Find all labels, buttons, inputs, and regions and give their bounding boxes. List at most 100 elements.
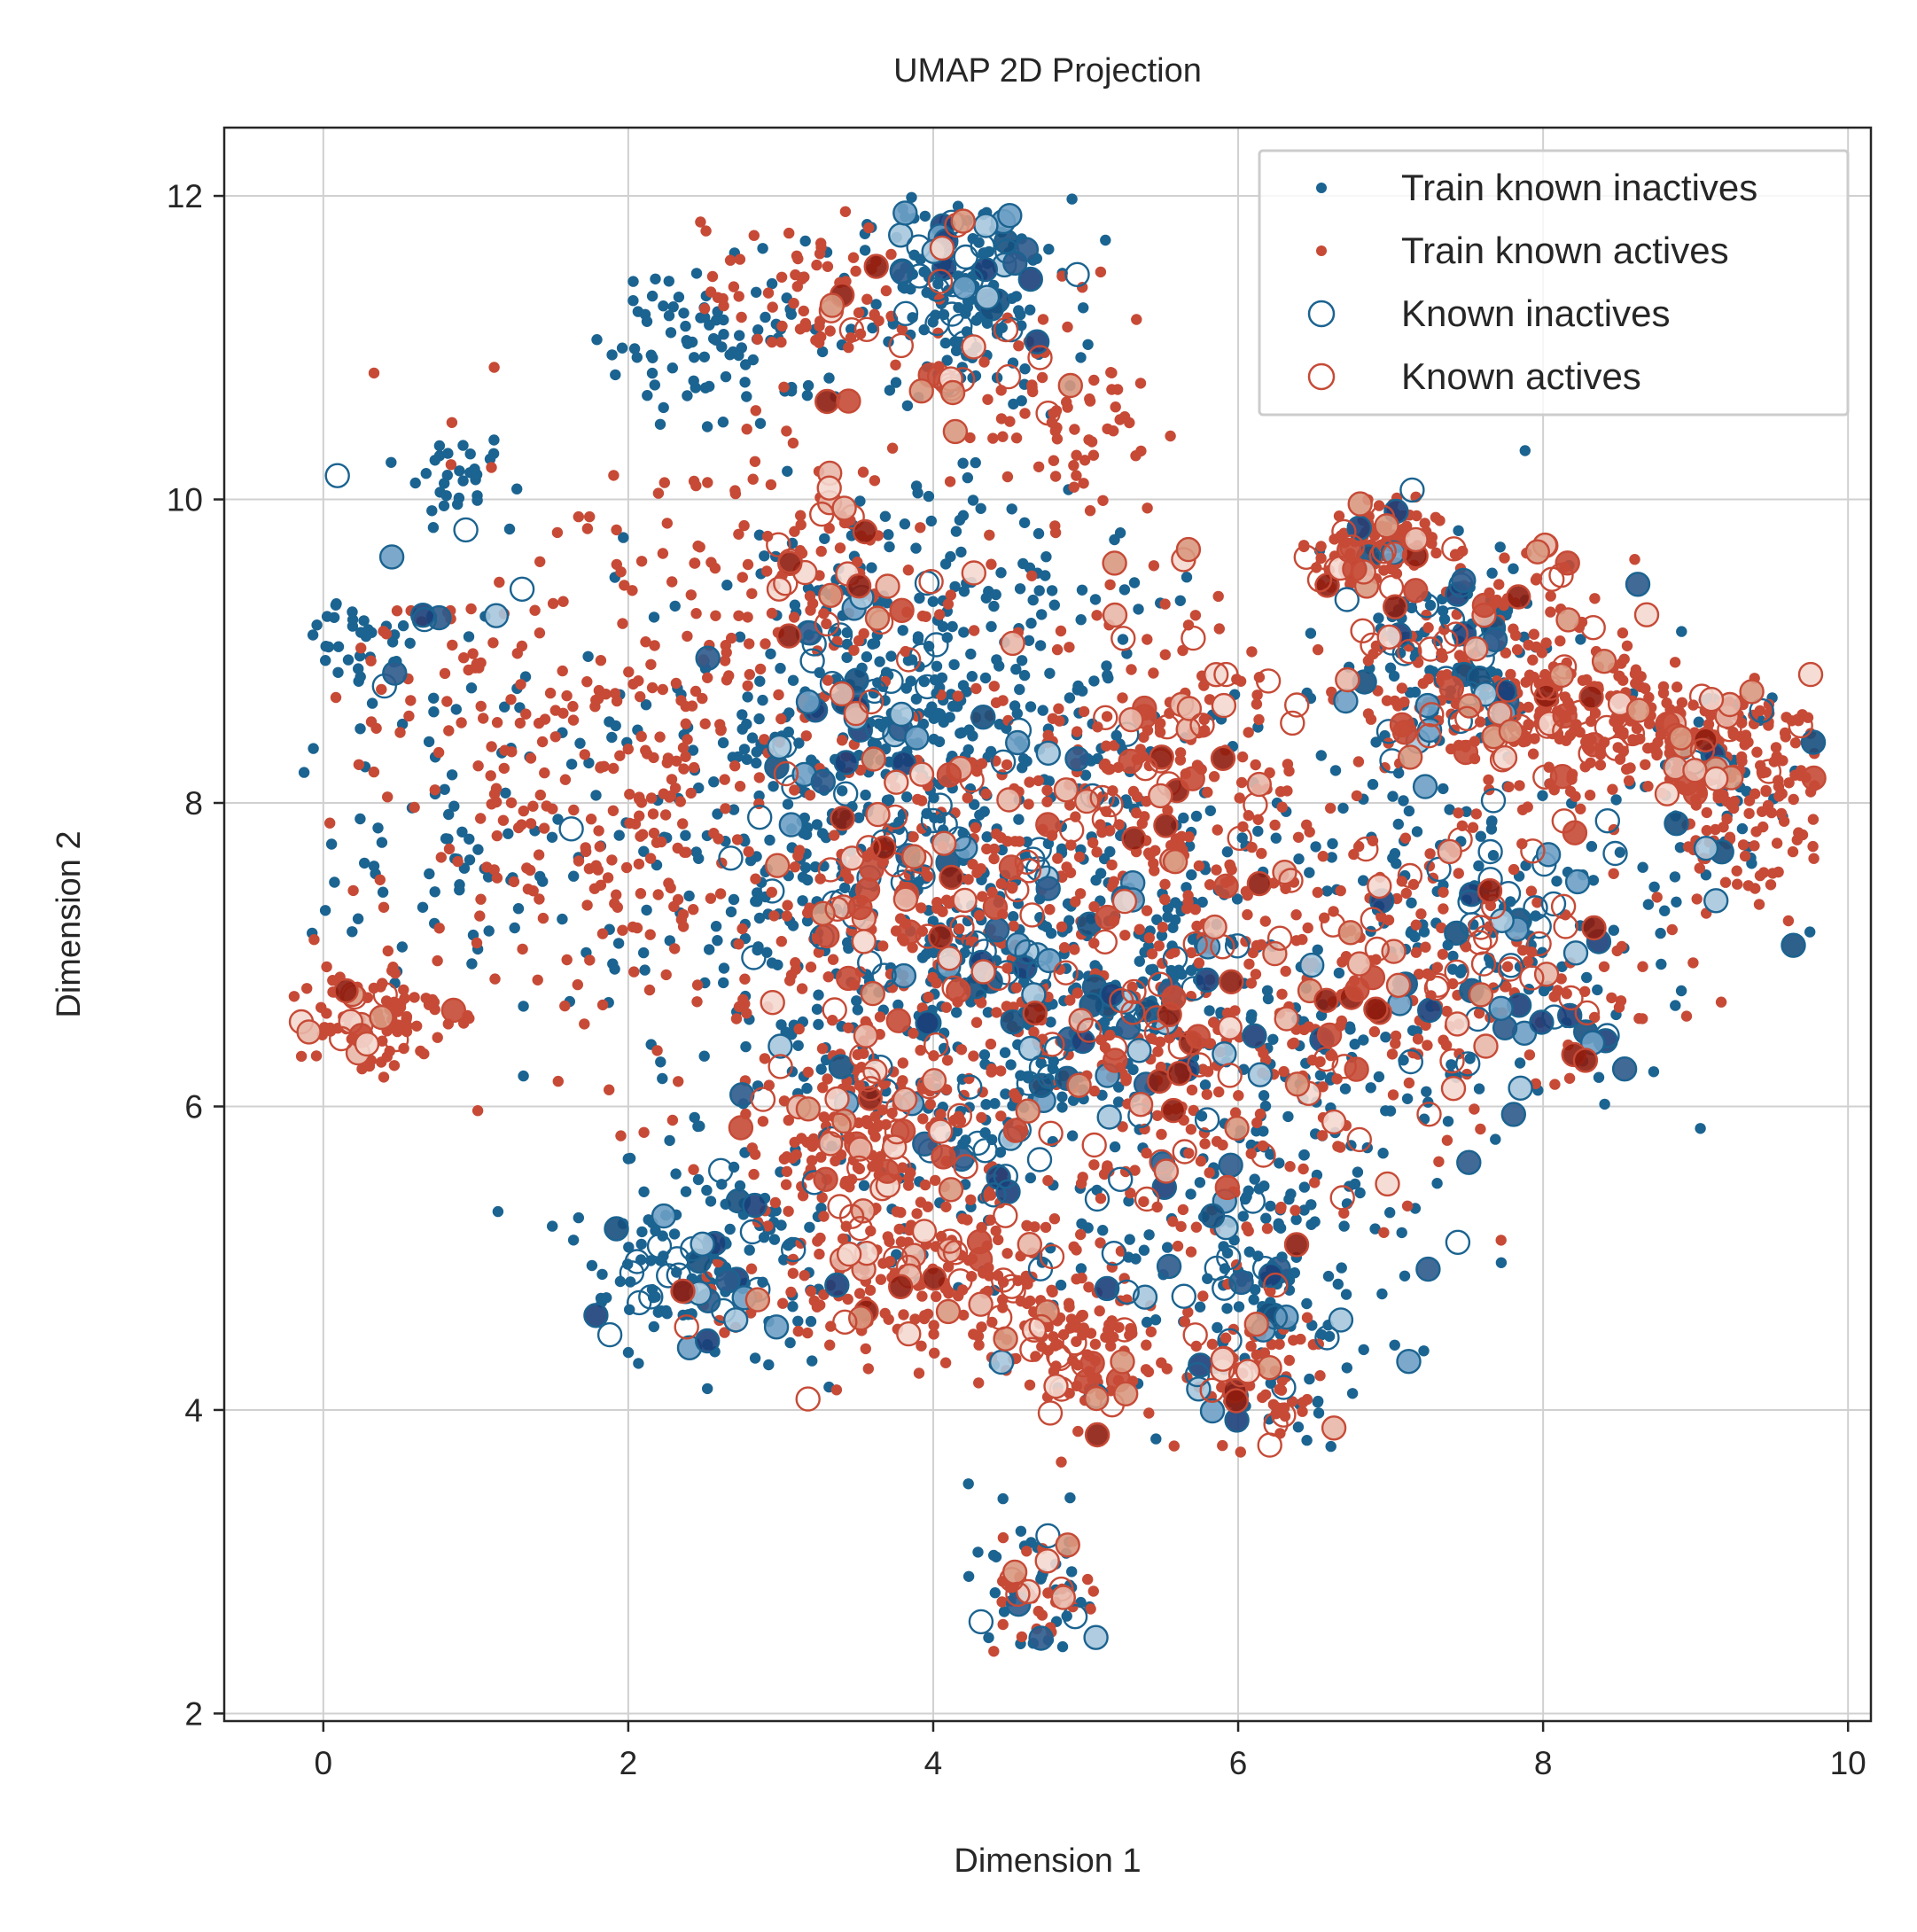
train-point-active: [1325, 1049, 1336, 1062]
train-point-inactive: [757, 694, 768, 706]
known-point-inactive: [1396, 1348, 1422, 1375]
train-point-active: [1618, 653, 1630, 665]
known-point-inactive: [1083, 1624, 1109, 1650]
train-point-active: [547, 597, 559, 610]
train-point-active: [327, 975, 339, 986]
train-point-inactive: [792, 1315, 804, 1328]
train-point-inactive: [428, 692, 440, 704]
train-point-active: [1072, 1425, 1084, 1437]
known-point-active: [1068, 1008, 1094, 1033]
train-point-active: [1629, 668, 1641, 680]
train-point-active: [885, 248, 897, 261]
train-point-active: [1661, 697, 1672, 709]
train-point-active: [897, 1057, 908, 1069]
train-point-active: [858, 627, 869, 640]
train-point-inactive: [1273, 1218, 1284, 1229]
train-point-active: [1410, 947, 1422, 958]
train-point-inactive: [427, 522, 440, 534]
train-point-active: [720, 803, 731, 814]
train-point-inactive: [488, 434, 500, 446]
train-point-active: [658, 477, 670, 488]
train-point-inactive: [667, 301, 679, 313]
train-point-active: [420, 993, 432, 1004]
train-point-active: [456, 717, 467, 728]
train-point-active: [1151, 1201, 1163, 1213]
train-point-active: [1010, 982, 1023, 993]
known-point-active: [1213, 661, 1239, 688]
train-point-inactive: [1305, 1219, 1317, 1231]
known-point-active: [860, 980, 885, 1007]
train-point-active: [1095, 266, 1107, 278]
train-point-active: [688, 761, 700, 774]
train-point-active: [733, 528, 744, 540]
train-point-active: [1125, 1188, 1136, 1199]
train-point-active: [487, 637, 499, 649]
known-point-active: [935, 1298, 962, 1325]
known-point-active: [1089, 784, 1115, 811]
known-point-active: [1162, 849, 1188, 875]
train-point-inactive: [1518, 631, 1530, 643]
train-point-inactive: [1290, 1213, 1302, 1226]
train-point-active: [695, 216, 706, 228]
known-point-active: [1251, 1142, 1276, 1168]
train-point-active: [1185, 1124, 1197, 1135]
train-point-active: [837, 735, 848, 746]
known-point-inactive: [833, 750, 859, 775]
train-point-active: [877, 940, 889, 952]
train-point-inactive: [1581, 971, 1593, 984]
train-point-active: [789, 526, 800, 537]
train-point-inactive: [906, 191, 917, 203]
train-point-inactive: [663, 276, 674, 287]
train-point-active: [1614, 670, 1625, 682]
train-point-inactive: [754, 675, 766, 687]
train-point-active: [1642, 781, 1654, 792]
known-point-active: [1213, 873, 1239, 899]
train-point-active: [1052, 853, 1064, 864]
train-point-active: [518, 805, 529, 817]
known-point-inactive: [1194, 1107, 1220, 1133]
train-point-active: [1325, 802, 1336, 814]
train-point-active: [1071, 1274, 1082, 1285]
train-point-active: [308, 934, 320, 946]
train-point-active: [1528, 671, 1540, 683]
train-point-active: [1312, 643, 1324, 656]
train-point-active: [1640, 759, 1651, 770]
train-point-inactive: [429, 886, 440, 898]
train-point-active: [1575, 803, 1586, 814]
known-point-active: [1149, 744, 1174, 770]
known-point-active: [1382, 541, 1407, 567]
train-point-inactive: [967, 730, 978, 742]
train-point-active: [581, 523, 594, 534]
train-point-active: [795, 510, 807, 521]
train-point-inactive: [573, 1211, 584, 1224]
train-point-active: [789, 784, 800, 796]
train-point-inactive: [965, 648, 977, 660]
train-point-active: [1083, 1282, 1095, 1293]
known-point-active: [1147, 971, 1173, 997]
train-point-inactive: [1614, 846, 1626, 858]
train-point-active: [886, 442, 899, 454]
train-point-active: [573, 855, 585, 867]
train-point-active: [663, 877, 674, 889]
train-point-inactive: [591, 334, 603, 346]
known-point-inactive: [1562, 940, 1589, 966]
train-point-active: [471, 937, 483, 949]
train-point-active: [705, 892, 717, 904]
train-point-active: [713, 833, 724, 845]
train-point-active: [661, 518, 673, 529]
train-point-active: [967, 858, 978, 870]
train-point-active: [991, 1007, 1002, 1018]
train-point-inactive: [937, 620, 949, 633]
train-point-active: [532, 974, 543, 986]
train-point-active: [669, 783, 682, 794]
train-point-active: [1088, 900, 1100, 913]
train-point-active: [640, 636, 651, 648]
train-point-active: [568, 804, 580, 816]
train-point-inactive: [1514, 1057, 1526, 1069]
train-point-active: [1056, 871, 1068, 884]
train-point-active: [731, 834, 744, 845]
train-point-inactive: [1246, 1009, 1258, 1021]
known-point-active: [847, 1215, 873, 1242]
train-point-inactive: [1056, 843, 1068, 854]
known-point-active: [1189, 713, 1215, 738]
